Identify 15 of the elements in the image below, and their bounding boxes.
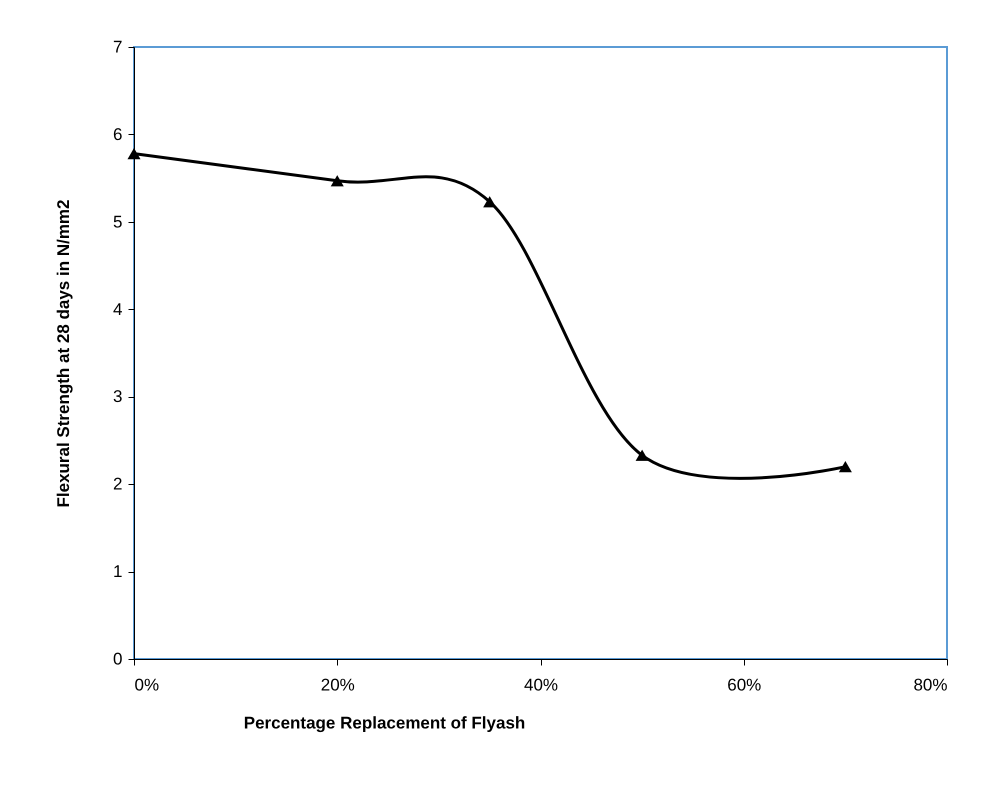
x-axis-title: Percentage Replacement of Flyash [244, 714, 526, 732]
x-tick-label: 80% [913, 676, 948, 694]
y-tick-label: 3 [113, 387, 122, 406]
y-axis-title: Flexural Strength at 28 days in N/mm2 [54, 200, 74, 508]
y-tick-label: 7 [113, 38, 122, 56]
y-tick-label: 2 [113, 474, 122, 494]
x-tick-label: 60% [727, 676, 762, 694]
y-tick-label: 4 [113, 300, 122, 319]
y-tick-label: 6 [113, 124, 122, 144]
y-tick-label: 5 [113, 212, 122, 232]
x-tick-label: 20% [320, 676, 355, 694]
y-tick-label: 0 [113, 650, 122, 668]
y-tick-label: 1 [113, 562, 122, 582]
x-tick-label: 40% [524, 676, 558, 694]
x-tick-label: 0% [134, 676, 160, 694]
